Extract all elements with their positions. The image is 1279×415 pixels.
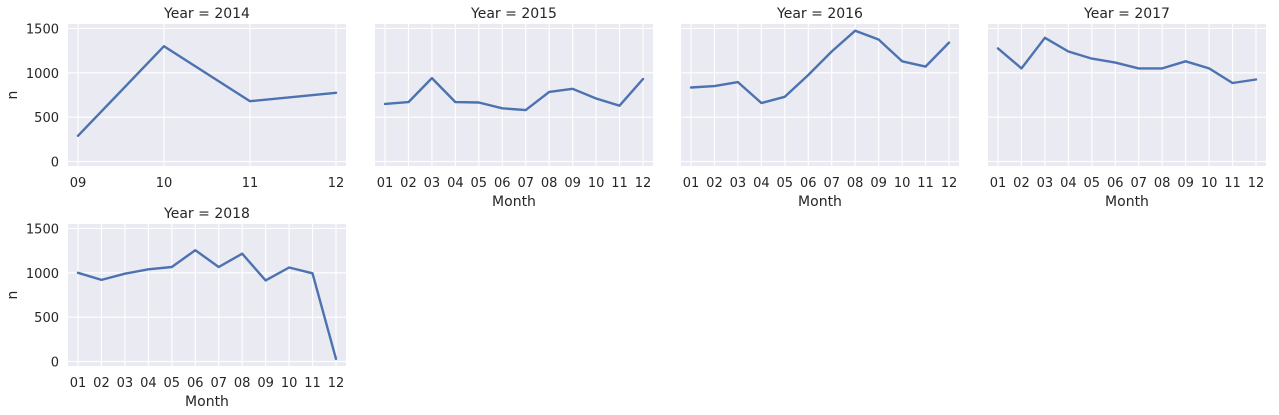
x-tick-label: 07	[517, 176, 534, 191]
x-tick-label: 11	[304, 376, 321, 391]
x-tick-label: 09	[257, 376, 274, 391]
y-tick-label: 500	[34, 111, 59, 126]
facet-title: Year = 2014	[163, 6, 250, 22]
x-tick-label: 02	[1013, 176, 1030, 191]
x-tick-label: 04	[447, 176, 464, 191]
facet-panel: Year = 2014 09 10 11 12 0 500 1000 1500 n	[5, 6, 346, 191]
x-tick-label: 02	[400, 176, 417, 191]
x-tick-label: 02	[706, 176, 723, 191]
x-tick-label: 08	[234, 376, 251, 391]
x-tick-label: 12	[328, 176, 345, 191]
x-tick-label: 11	[917, 176, 934, 191]
facet-background	[681, 24, 959, 166]
x-axis-label: Month	[185, 394, 229, 410]
x-tick-label: 09	[870, 176, 887, 191]
x-tick-label: 08	[847, 176, 864, 191]
series-line	[76, 248, 338, 361]
y-tick-label: 1500	[26, 22, 59, 37]
x-tick-label: 12	[635, 176, 652, 191]
x-tick-label: 07	[823, 176, 840, 191]
y-tick-label: 1000	[26, 267, 59, 282]
facet-background	[68, 224, 346, 366]
x-tick-label: 08	[541, 176, 558, 191]
x-tick-label: 05	[1084, 176, 1101, 191]
x-tick-label: 02	[93, 376, 110, 391]
y-tick-label: 1500	[26, 222, 59, 237]
x-tick-label: 10	[281, 376, 298, 391]
x-tick-label: 05	[164, 376, 181, 391]
series-line	[689, 29, 951, 105]
x-tick-label: 03	[730, 176, 747, 191]
x-tick-label: 11	[1224, 176, 1241, 191]
x-tick-label: 04	[753, 176, 770, 191]
facet-background	[68, 24, 346, 166]
series-line	[996, 36, 1258, 85]
facet-background	[375, 24, 653, 166]
x-axis-label: Month	[798, 194, 842, 210]
x-tick-label: 08	[1154, 176, 1171, 191]
x-tick-label: 04	[1060, 176, 1077, 191]
facet-title: Year = 2016	[776, 6, 863, 22]
y-tick-label: 500	[34, 311, 59, 326]
facet-background	[988, 24, 1266, 166]
facet-panel: Year = 2016 01 02 03 04 05 06 07 08 09 10 11 12 Month	[681, 6, 959, 210]
series-line	[76, 45, 338, 138]
y-axis-label: n	[5, 291, 21, 300]
x-tick-label: 12	[941, 176, 958, 191]
x-tick-label: 05	[471, 176, 488, 191]
x-tick-label: 10	[588, 176, 605, 191]
facet-panel: Year = 2018 01 02 03 04 05 06 07 08 09 10 11 12 0 500 1…	[5, 206, 346, 410]
x-axis-label: Month	[1105, 194, 1149, 210]
x-tick-label: 09	[1177, 176, 1194, 191]
x-tick-label: 01	[377, 176, 394, 191]
x-tick-label: 06	[800, 176, 817, 191]
facet-panel: Year = 2017 01 02 03 04 05 06 07 08 09 10 11 12 Month	[988, 6, 1266, 210]
x-tick-label: 12	[1248, 176, 1265, 191]
facet-title: Year = 2015	[470, 6, 557, 22]
x-tick-label: 10	[156, 176, 173, 191]
x-tick-label: 06	[494, 176, 511, 191]
facet-panel: Year = 2015 01 02 03 04 05 06 07 08 09 10 11 12 Month	[375, 6, 653, 210]
series-line	[383, 76, 645, 112]
x-tick-label: 01	[683, 176, 700, 191]
y-tick-label: 1000	[26, 67, 59, 82]
x-tick-label: 07	[1130, 176, 1147, 191]
x-tick-label: 06	[1107, 176, 1124, 191]
x-tick-label: 03	[117, 376, 134, 391]
x-tick-label: 01	[70, 376, 87, 391]
facet-title: Year = 2018	[163, 206, 250, 222]
x-tick-label: 05	[777, 176, 794, 191]
facet-title: Year = 2017	[1083, 6, 1170, 22]
x-tick-label: 10	[894, 176, 911, 191]
x-tick-label: 06	[187, 376, 204, 391]
y-tick-label: 0	[51, 356, 59, 371]
x-axis-label: Month	[492, 194, 536, 210]
x-tick-label: 01	[990, 176, 1007, 191]
x-tick-label: 11	[611, 176, 628, 191]
x-tick-label: 12	[328, 376, 345, 391]
x-tick-label: 11	[242, 176, 259, 191]
y-tick-label: 0	[51, 156, 59, 171]
x-tick-label: 07	[210, 376, 227, 391]
y-axis-label: n	[5, 91, 21, 100]
x-tick-label: 09	[564, 176, 581, 191]
x-tick-label: 04	[140, 376, 157, 391]
x-tick-label: 03	[1037, 176, 1054, 191]
x-tick-label: 03	[424, 176, 441, 191]
x-tick-label: 10	[1201, 176, 1218, 191]
x-tick-label: 09	[70, 176, 87, 191]
